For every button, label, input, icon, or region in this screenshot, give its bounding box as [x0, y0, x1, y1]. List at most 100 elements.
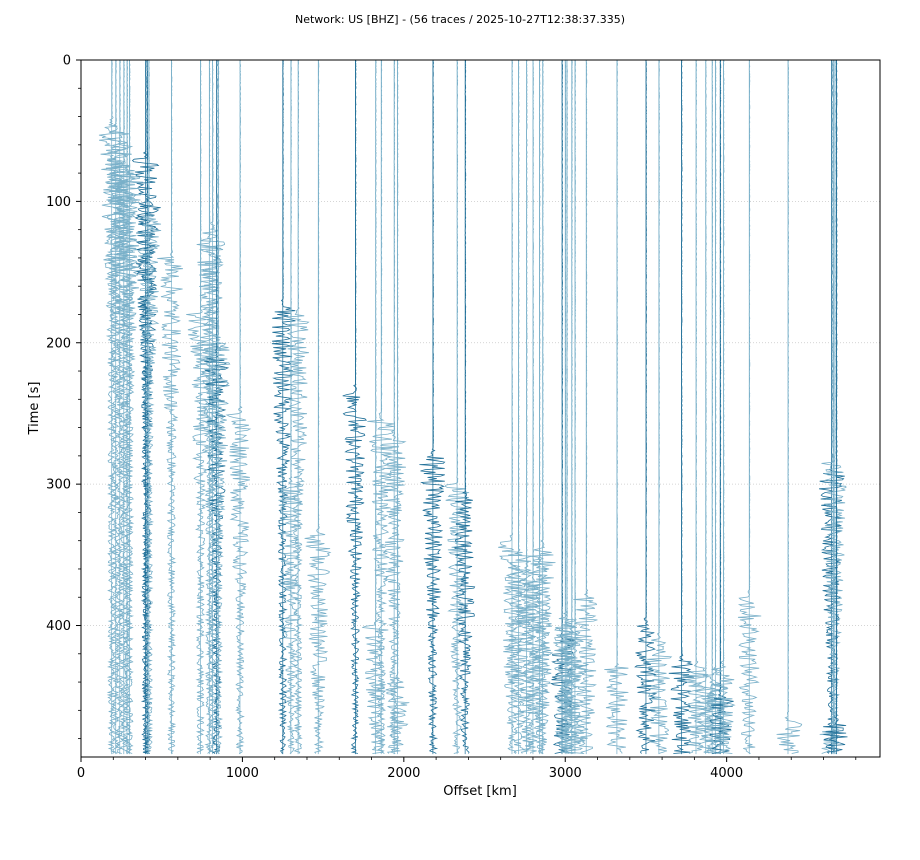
trace-waveform [342, 59, 368, 754]
trace [646, 59, 673, 755]
trace [286, 59, 310, 755]
trace-waveform [105, 59, 129, 754]
trace-waveform [527, 59, 551, 754]
trace-waveform [553, 59, 579, 754]
trace [711, 59, 736, 755]
trace-waveform [444, 59, 470, 754]
trace [699, 59, 726, 755]
x-tick-label: 2000 [387, 766, 420, 781]
trace-waveform [507, 59, 532, 754]
chart-title: Network: US [BHZ] - (56 traces / 2025-10… [295, 13, 625, 26]
trace-waveform [776, 59, 803, 754]
trace [507, 59, 532, 755]
trace [304, 59, 332, 755]
seismic-traces [98, 59, 848, 755]
trace-waveform [558, 59, 584, 754]
trace [454, 59, 476, 755]
trace-waveform [271, 59, 296, 754]
trace [196, 59, 224, 755]
trace-waveform [286, 59, 310, 754]
trace-waveform [379, 59, 407, 754]
trace [271, 59, 296, 755]
trace-waveform [692, 59, 717, 754]
y-axis-ticks: 0 100 200 300 400 [46, 54, 81, 740]
trace-waveform [823, 59, 848, 754]
trace-waveform [646, 59, 673, 754]
x-tick-label: 0 [77, 766, 85, 781]
trace [225, 59, 252, 755]
trace [419, 59, 446, 755]
trace-waveform [454, 59, 476, 754]
trace-waveform [516, 59, 541, 754]
x-tick-label: 1000 [226, 766, 259, 781]
plot-frame [80, 59, 881, 758]
trace [379, 59, 407, 755]
trace-waveform [115, 59, 141, 754]
trace [516, 59, 541, 755]
trace [558, 59, 584, 755]
trace-waveform [98, 59, 124, 754]
trace-waveform [205, 59, 231, 754]
x-axis-label: Offset [km] [443, 784, 517, 799]
y-tick-label: 100 [46, 195, 71, 210]
trace [362, 59, 389, 755]
trace [634, 59, 658, 755]
trace-waveform [521, 59, 544, 754]
trace [776, 59, 803, 755]
x-tick-label: 3000 [549, 766, 582, 781]
trace [115, 59, 144, 755]
y-axis-label: Time [s] [27, 382, 42, 436]
trace-waveform [225, 59, 252, 754]
trace-waveform [362, 59, 389, 754]
trace-waveform [419, 59, 446, 754]
y-tick-label: 300 [46, 478, 71, 493]
trace [683, 59, 709, 755]
trace [134, 59, 161, 755]
trace-waveform [367, 59, 395, 754]
trace [737, 59, 762, 755]
trace [530, 59, 556, 755]
trace-waveform [819, 59, 845, 754]
trace [157, 59, 183, 755]
trace-waveform [702, 59, 729, 754]
trace-waveform [186, 59, 211, 754]
trace-waveform [137, 59, 162, 754]
trace [527, 59, 551, 755]
trace-waveform [821, 59, 847, 754]
trace [385, 59, 410, 755]
trace-waveform [157, 59, 183, 754]
trace-waveform [204, 59, 230, 754]
trace-waveform [385, 59, 410, 754]
trace [521, 59, 544, 755]
trace-waveform [560, 59, 589, 754]
trace-waveform [278, 59, 304, 754]
trace [137, 59, 162, 755]
trace-waveform [683, 59, 709, 754]
trace-waveform [196, 59, 224, 754]
trace [702, 59, 729, 755]
trace [205, 59, 231, 755]
trace-waveform [549, 59, 576, 754]
trace-waveform [634, 59, 658, 754]
trace [186, 59, 211, 755]
trace-waveform [711, 59, 736, 754]
trace-waveform [604, 59, 629, 754]
trace [709, 59, 734, 755]
trace [823, 59, 848, 755]
x-tick-label: 4000 [710, 766, 743, 781]
trace-waveform [668, 59, 695, 754]
trace-waveform [115, 59, 144, 754]
trace [444, 59, 470, 755]
y-tick-label: 0 [63, 54, 71, 69]
trace-waveform [699, 59, 726, 754]
trace [342, 59, 368, 755]
trace [692, 59, 717, 755]
y-tick-label: 200 [46, 336, 71, 351]
trace [668, 59, 695, 755]
y-tick-label: 400 [46, 619, 71, 634]
trace [367, 59, 395, 755]
trace [573, 59, 598, 755]
horizontal-grid [81, 200, 880, 626]
trace-waveform [709, 59, 734, 754]
